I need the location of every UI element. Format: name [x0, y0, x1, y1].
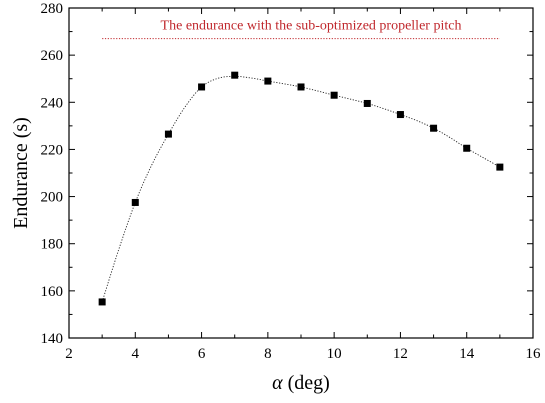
data-point — [98, 298, 106, 306]
data-point — [297, 83, 305, 91]
y-tick-label: 180 — [41, 237, 64, 253]
data-point — [396, 111, 404, 119]
data-point — [330, 91, 338, 99]
axes — [68, 7, 534, 339]
x-tick-label: 8 — [264, 346, 272, 362]
data-point — [131, 198, 139, 206]
data-point — [363, 99, 371, 107]
y-tick-label: 260 — [41, 48, 64, 64]
x-tick-label: 12 — [393, 346, 408, 362]
y-axis-title: Endurance (s) — [10, 117, 32, 229]
data-point — [463, 144, 471, 152]
x-tick-label: 16 — [526, 346, 542, 362]
y-tick-label: 140 — [41, 331, 64, 347]
x-tick-label: 2 — [65, 346, 73, 362]
reference-line-label: The endurance with the sub-optimized pro… — [161, 19, 462, 34]
data-points — [98, 71, 504, 306]
tick-labels: 2 4 6 8 10 12 14 16 140 160 180 200 220 240 260 280 — [41, 1, 542, 362]
data-point — [198, 83, 206, 91]
plot-frame — [68, 7, 534, 339]
x-axis-unit: (deg) — [283, 372, 330, 394]
data-point — [231, 71, 239, 79]
fit-curve-group — [101, 75, 501, 303]
x-tick-label: 14 — [459, 346, 475, 362]
y-tick-label: 280 — [41, 1, 64, 17]
data-point — [264, 77, 272, 85]
y-tick-label: 200 — [41, 190, 64, 206]
data-point — [496, 163, 504, 171]
data-point — [430, 124, 438, 132]
y-tick-label: 240 — [41, 95, 64, 111]
x-tick-label: 6 — [198, 346, 206, 362]
y-tick-label: 220 — [41, 142, 64, 158]
x-axis-title: α (deg) — [272, 372, 330, 394]
y-tick-label: 160 — [41, 284, 64, 300]
x-axis-symbol: α — [272, 372, 283, 394]
data-point — [164, 130, 172, 138]
ticks — [68, 7, 534, 339]
x-tick-label: 4 — [132, 346, 140, 362]
x-tick-label: 10 — [327, 346, 342, 362]
fit-curve — [101, 75, 501, 303]
